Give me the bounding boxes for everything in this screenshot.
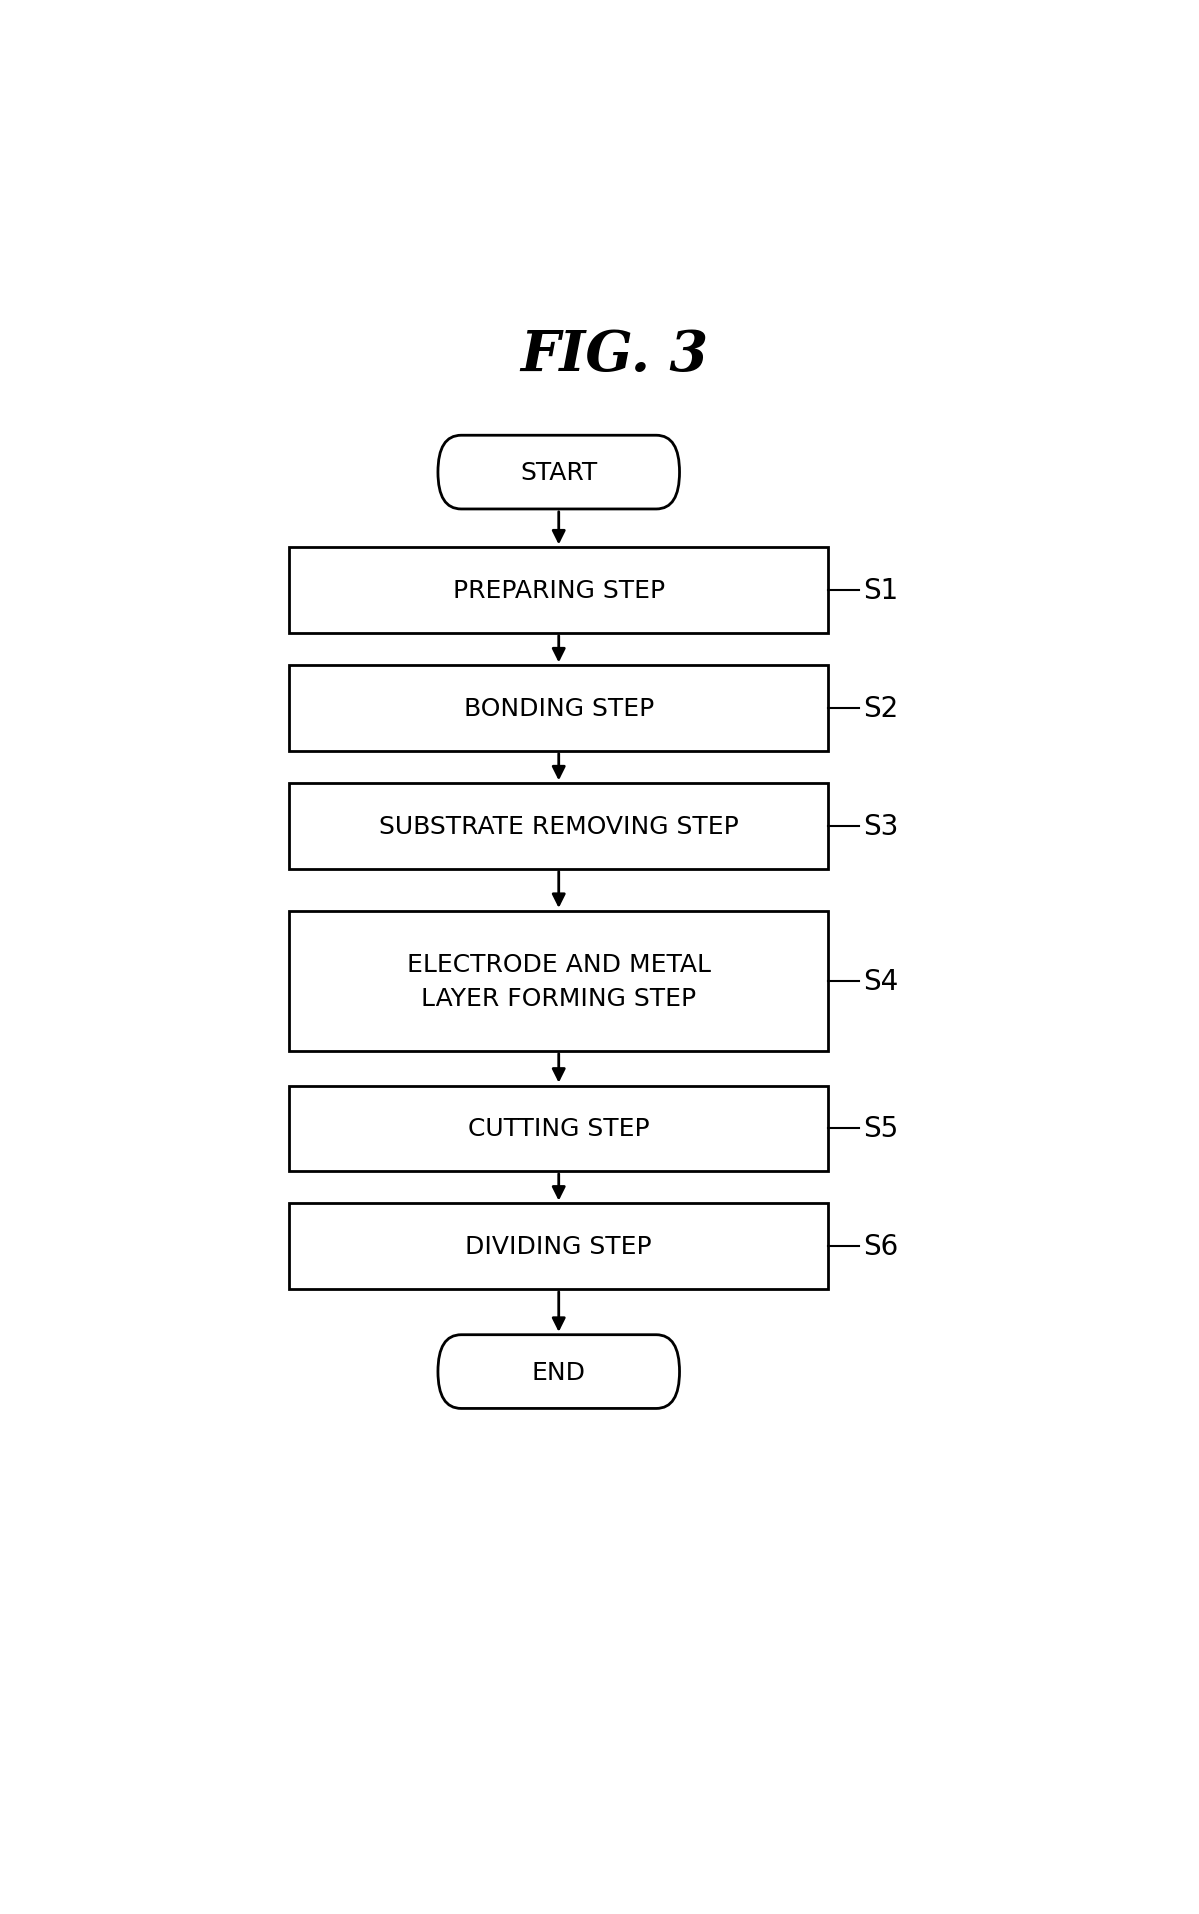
Text: S3: S3 <box>863 813 899 840</box>
Text: BONDING STEP: BONDING STEP <box>464 697 653 722</box>
Text: CUTTING STEP: CUTTING STEP <box>468 1116 650 1141</box>
FancyBboxPatch shape <box>289 1085 829 1171</box>
Text: S5: S5 <box>863 1114 899 1143</box>
FancyBboxPatch shape <box>289 1204 829 1290</box>
Text: ELECTRODE AND METAL
LAYER FORMING STEP: ELECTRODE AND METAL LAYER FORMING STEP <box>406 953 711 1011</box>
Text: SUBSTRATE REMOVING STEP: SUBSTRATE REMOVING STEP <box>379 815 739 838</box>
FancyBboxPatch shape <box>438 1336 680 1409</box>
Text: START: START <box>520 461 597 484</box>
Text: S2: S2 <box>863 695 899 723</box>
FancyBboxPatch shape <box>289 666 829 752</box>
FancyBboxPatch shape <box>289 785 829 869</box>
Text: FIG. 3: FIG. 3 <box>520 327 709 383</box>
FancyBboxPatch shape <box>289 547 829 634</box>
Text: S1: S1 <box>863 576 899 605</box>
Text: S4: S4 <box>863 967 899 995</box>
Text: S6: S6 <box>863 1233 899 1261</box>
Text: END: END <box>531 1359 586 1384</box>
Text: PREPARING STEP: PREPARING STEP <box>453 578 664 603</box>
Text: DIVIDING STEP: DIVIDING STEP <box>465 1235 652 1259</box>
FancyBboxPatch shape <box>438 436 680 509</box>
FancyBboxPatch shape <box>289 911 829 1051</box>
